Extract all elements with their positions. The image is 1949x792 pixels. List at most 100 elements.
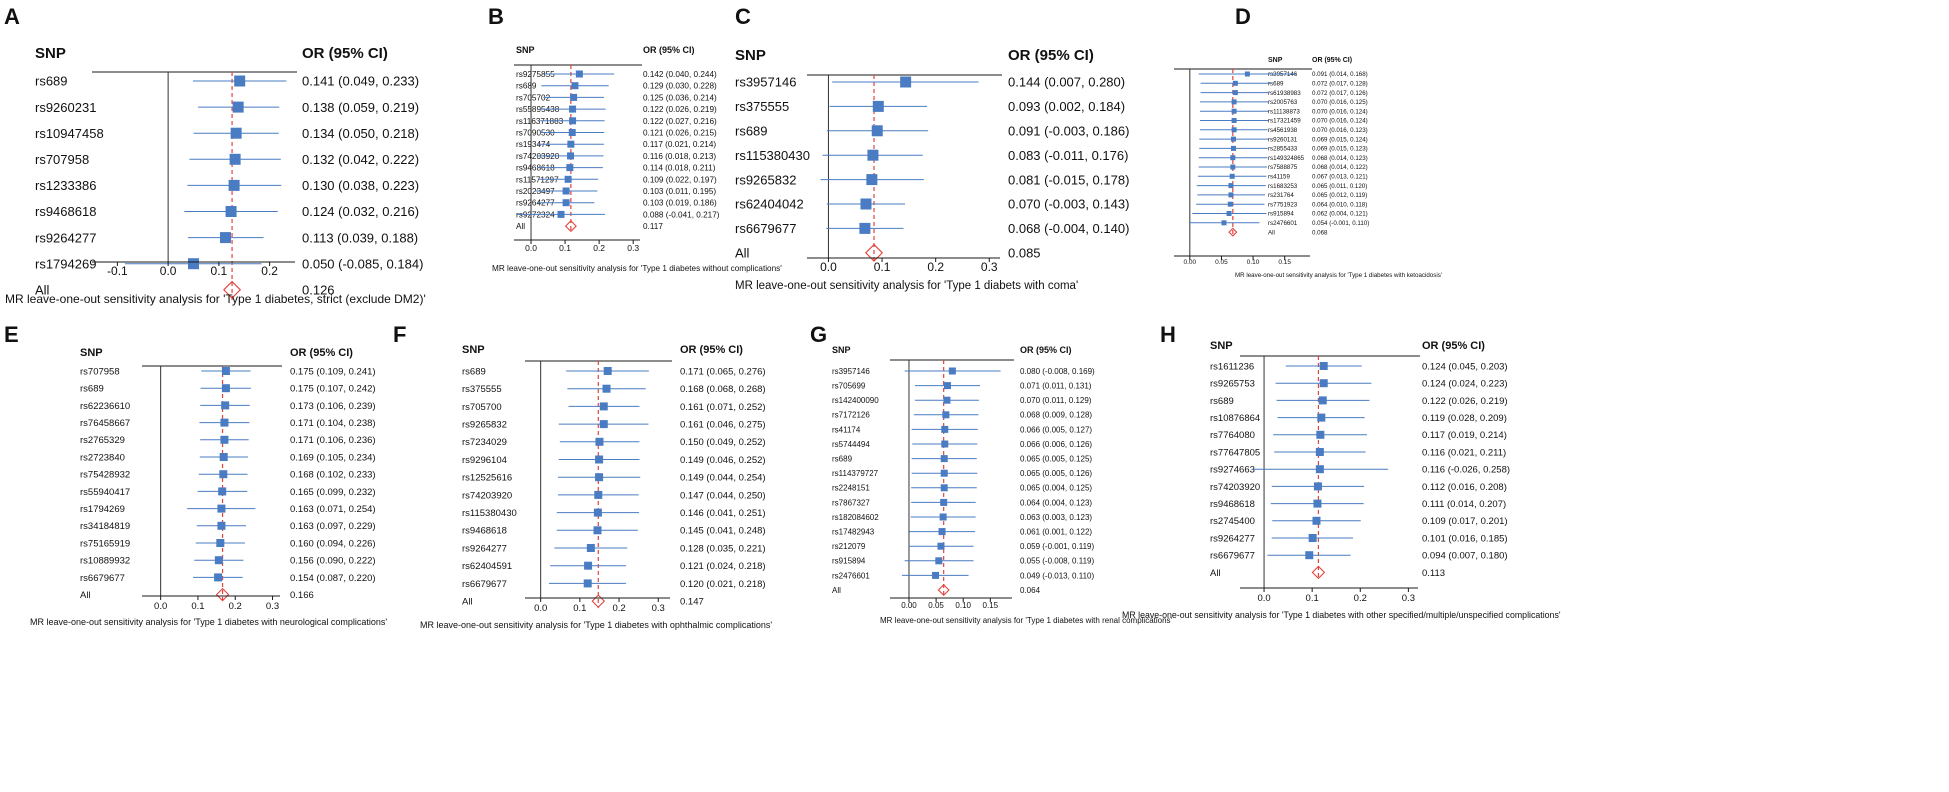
snp-label: rs2005763: [1268, 99, 1298, 106]
point-estimate: [1317, 413, 1326, 422]
x-tick-label: 0.15: [983, 601, 999, 610]
x-tick-label: 0.1: [559, 243, 571, 253]
x-tick-label: 0.2: [1354, 593, 1367, 604]
panel-title: MR leave-one-out sensitivity analysis fo…: [5, 292, 426, 306]
or-ci-value: 0.065 (0.005, 0.126): [1020, 469, 1092, 478]
snp-label: rs2855433: [1268, 146, 1298, 153]
point-estimate: [1231, 99, 1237, 105]
or-ci-value: 0.050 (-0.085, 0.184): [302, 256, 423, 271]
or-ci-value: 0.112 (0.016, 0.208): [1422, 482, 1507, 493]
point-estimate: [567, 152, 575, 160]
snp-label: rs3957146: [1268, 71, 1298, 78]
point-estimate: [941, 425, 949, 433]
snp-label: rs11138873: [1268, 108, 1300, 115]
or-ci-value: 0.168 (0.102, 0.233): [290, 470, 376, 481]
or-ci-value: 0.121 (0.026, 0.215): [643, 128, 717, 137]
or-ci-header: OR (95% CI): [290, 347, 353, 359]
snp-label: rs375555: [462, 384, 502, 395]
snp-label: rs1794269: [35, 256, 96, 271]
point-estimate: [1232, 90, 1238, 96]
x-tick-label: 0.05: [928, 601, 944, 610]
or-ci-value: 0.049 (-0.013, 0.110): [1020, 571, 1094, 580]
or-ci-value: 0.117 (0.019, 0.214): [1422, 430, 1507, 441]
or-ci-value: 0.122 (0.027, 0.216): [643, 117, 717, 126]
x-tick-label: 0.3: [627, 243, 639, 253]
snp-label: rs6679677: [80, 573, 125, 584]
overall-diamond: [591, 594, 606, 608]
x-tick-label: 0.2: [927, 260, 944, 274]
snp-label: rs2745400: [1210, 516, 1255, 527]
or-ci-value: 0.065 (0.004, 0.125): [1020, 484, 1092, 493]
panel-title: MR leave-one-out sensitivity analysis fo…: [1122, 610, 1561, 620]
snp-label: rs7867327: [832, 498, 870, 507]
panel-title: MR leave-one-out sensitivity analysis fo…: [735, 280, 1078, 292]
snp-label: rs41159: [1268, 174, 1290, 181]
point-estimate: [1308, 534, 1317, 542]
panel-f: F SNP OR (95% CI) rs689 0.171 (0.065, 0.276)…: [393, 322, 772, 630]
or-ci-value: 0.116 (0.018, 0.213): [643, 152, 716, 161]
panel-c: C SNP OR (95% CI) rs3957146 0.144 (0.007, 0.…: [735, 4, 1129, 292]
or-ci-value: 0.094 (0.007, 0.180): [1422, 551, 1508, 562]
snp-label: rs2476601: [832, 571, 870, 580]
panel-e: E SNP OR (95% CI) rs707958 0.175 (0.109, 0.2…: [4, 322, 387, 627]
snp-label: rs707958: [35, 152, 89, 167]
point-estimate: [941, 440, 949, 448]
snp-label: rs705702: [516, 93, 551, 102]
point-estimate: [1316, 430, 1325, 439]
or-ci-value: 0.154 (0.087, 0.220): [290, 573, 376, 584]
or-ci-value: 0.175 (0.109, 0.241): [290, 366, 376, 377]
or-ci-value: 0.070 (0.016, 0.123): [1312, 127, 1368, 134]
overall-label: All: [735, 245, 750, 260]
panel-g: G SNP OR (95% CI) rs3957146 0.080 (-0.008, 0…: [810, 322, 1173, 625]
point-estimate: [935, 557, 943, 565]
or-ci-value: 0.161 (0.046, 0.275): [680, 420, 766, 431]
x-tick-label: 0.0: [534, 603, 547, 614]
or-ci-value: 0.138 (0.059, 0.219): [302, 100, 419, 115]
snp-label: rs142400090: [832, 396, 879, 405]
snp-label: rs9265753: [1210, 379, 1255, 390]
snp-label: rs689: [35, 74, 68, 89]
point-estimate: [1221, 220, 1227, 226]
snp-label: rs689: [1210, 396, 1234, 407]
or-ci-value: 0.067 (0.013, 0.121): [1312, 174, 1368, 181]
point-estimate: [570, 93, 578, 101]
x-tick-label: 0.3: [981, 260, 998, 274]
or-ci-value: 0.161 (0.071, 0.252): [680, 402, 766, 413]
snp-label: rs75428932: [80, 470, 130, 481]
snp-label: rs10876864: [1210, 413, 1260, 424]
or-ci-header: OR (95% CI): [643, 45, 695, 55]
point-estimate: [562, 199, 570, 207]
point-estimate: [1313, 499, 1322, 508]
point-estimate: [866, 174, 878, 186]
snp-label: rs115380430: [462, 508, 517, 519]
snp-label: rs9275855: [516, 70, 555, 79]
point-estimate: [1230, 145, 1236, 151]
snp-label: rs9264277: [462, 543, 507, 554]
point-estimate: [595, 455, 604, 464]
or-ci-value: 0.124 (0.045, 0.203): [1422, 361, 1508, 372]
overall-value: 0.064: [1020, 586, 1041, 595]
snp-label: rs182084602: [832, 513, 879, 522]
point-estimate: [569, 105, 577, 113]
or-ci-value: 0.064 (0.010, 0.118): [1312, 201, 1367, 208]
panel-title: MR leave-one-out sensitivity analysis fo…: [1235, 272, 1442, 279]
point-estimate: [859, 222, 871, 234]
snp-label: rs74203920: [1210, 482, 1260, 493]
overall-value: 0.126: [302, 282, 335, 297]
snp-label: rs149324865: [1268, 155, 1305, 162]
snp-label: rs9468618: [1210, 499, 1255, 510]
point-estimate: [1313, 482, 1322, 491]
snp-label: rs61938983: [1268, 90, 1301, 97]
x-tick-label: 0.0: [154, 601, 167, 612]
point-estimate: [595, 473, 604, 482]
snp-label: rs2476601: [1268, 220, 1298, 227]
snp-label: rs9468618: [35, 204, 96, 219]
snp-header: SNP: [462, 344, 485, 356]
or-ci-value: 0.171 (0.106, 0.236): [290, 435, 376, 446]
snp-label: rs6679677: [1210, 551, 1255, 562]
or-ci-value: 0.125 (0.036, 0.214): [643, 93, 717, 102]
or-ci-value: 0.068 (0.014, 0.122): [1312, 164, 1368, 171]
point-estimate: [1228, 183, 1234, 189]
point-estimate: [593, 526, 602, 535]
or-ci-value: 0.068 (0.014, 0.123): [1312, 155, 1368, 162]
